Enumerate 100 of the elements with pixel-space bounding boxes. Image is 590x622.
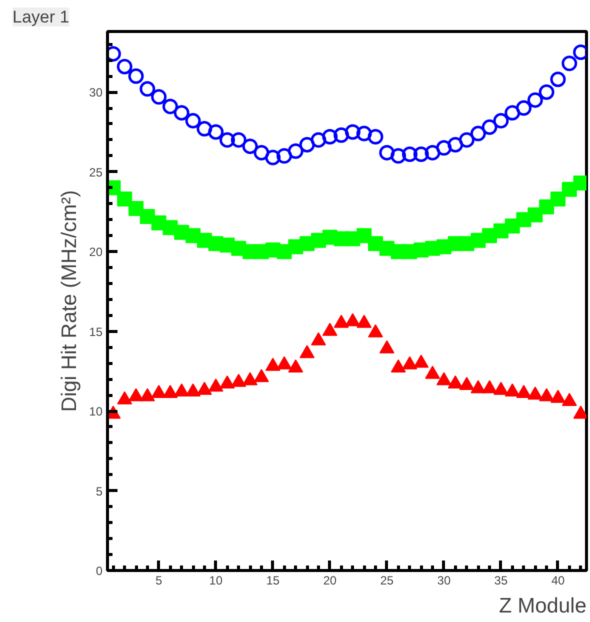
point <box>186 383 201 396</box>
point <box>390 148 406 164</box>
point <box>504 105 520 121</box>
point <box>390 359 406 373</box>
point <box>368 324 384 338</box>
y-tick-label: 0 <box>96 564 103 578</box>
point <box>424 144 440 160</box>
point <box>162 98 178 114</box>
point <box>151 89 167 105</box>
point <box>459 376 474 390</box>
point <box>300 345 315 358</box>
point <box>550 191 566 206</box>
x-tick-label: 40 <box>551 574 565 588</box>
x-tick-label: 5 <box>155 574 162 588</box>
point <box>310 332 326 346</box>
point <box>254 144 270 160</box>
point <box>265 358 280 371</box>
point <box>230 132 246 148</box>
point <box>140 81 156 97</box>
point <box>356 126 372 142</box>
x-tick-label: 35 <box>494 574 508 588</box>
x-tick-label: 10 <box>209 574 223 588</box>
point <box>345 313 360 326</box>
point <box>196 121 212 137</box>
point <box>493 382 508 395</box>
point <box>516 100 532 116</box>
point <box>562 56 578 72</box>
point <box>220 375 235 388</box>
point <box>334 314 349 328</box>
point <box>379 144 395 160</box>
point <box>470 380 486 394</box>
y-tick-label: 15 <box>89 324 103 339</box>
point <box>116 58 132 74</box>
point <box>448 136 464 152</box>
point <box>276 148 292 164</box>
point <box>527 92 543 108</box>
point <box>550 390 566 403</box>
x-tick-label: 15 <box>266 574 280 588</box>
point <box>482 380 498 394</box>
point <box>174 383 190 396</box>
point <box>151 384 166 398</box>
x-tick-label: 30 <box>437 574 451 588</box>
point <box>128 68 144 84</box>
point <box>493 113 509 129</box>
x-axis-title: Z Module <box>498 594 587 618</box>
point <box>470 126 486 142</box>
point <box>322 129 338 144</box>
point <box>174 105 190 121</box>
y-tick-label: 25 <box>89 165 103 180</box>
point <box>482 119 498 135</box>
point <box>162 384 178 398</box>
point <box>528 386 543 400</box>
point <box>356 314 372 328</box>
point <box>208 124 224 140</box>
x-tick-label: 20 <box>323 574 337 588</box>
point <box>504 383 520 396</box>
point <box>117 391 132 404</box>
point <box>414 354 429 368</box>
point <box>254 368 269 382</box>
point <box>242 138 258 154</box>
point <box>322 322 338 336</box>
point <box>539 388 554 402</box>
point <box>402 146 418 162</box>
point <box>436 372 452 386</box>
point <box>538 84 554 100</box>
point <box>310 132 326 148</box>
point <box>140 388 155 402</box>
chart-title: Layer 1 <box>12 8 70 26</box>
point <box>402 356 418 370</box>
point <box>436 140 452 156</box>
point <box>562 392 577 406</box>
point <box>344 124 360 140</box>
point <box>425 366 440 379</box>
y-axis-title: Digi Hit Rate (MHz/cm²) <box>58 190 82 412</box>
point <box>242 372 258 386</box>
point <box>185 113 201 129</box>
point <box>196 382 212 395</box>
point <box>128 388 144 402</box>
point <box>220 132 235 148</box>
y-tick-label: 5 <box>96 484 103 498</box>
y-tick-label: 20 <box>89 245 103 260</box>
point <box>299 136 315 152</box>
y-tick-label: 10 <box>89 404 103 419</box>
y-tick-label: 30 <box>89 86 103 100</box>
point <box>265 150 281 166</box>
point <box>276 356 292 370</box>
x-tick-label: 25 <box>380 574 394 588</box>
point <box>368 129 384 144</box>
point <box>334 127 350 143</box>
point <box>288 143 304 159</box>
point <box>208 378 224 392</box>
point <box>448 375 463 388</box>
point <box>550 72 566 88</box>
point <box>231 374 246 387</box>
point <box>413 146 429 162</box>
point <box>459 132 474 148</box>
point <box>288 359 304 373</box>
point <box>117 191 132 206</box>
point <box>379 340 394 354</box>
point <box>516 384 532 398</box>
